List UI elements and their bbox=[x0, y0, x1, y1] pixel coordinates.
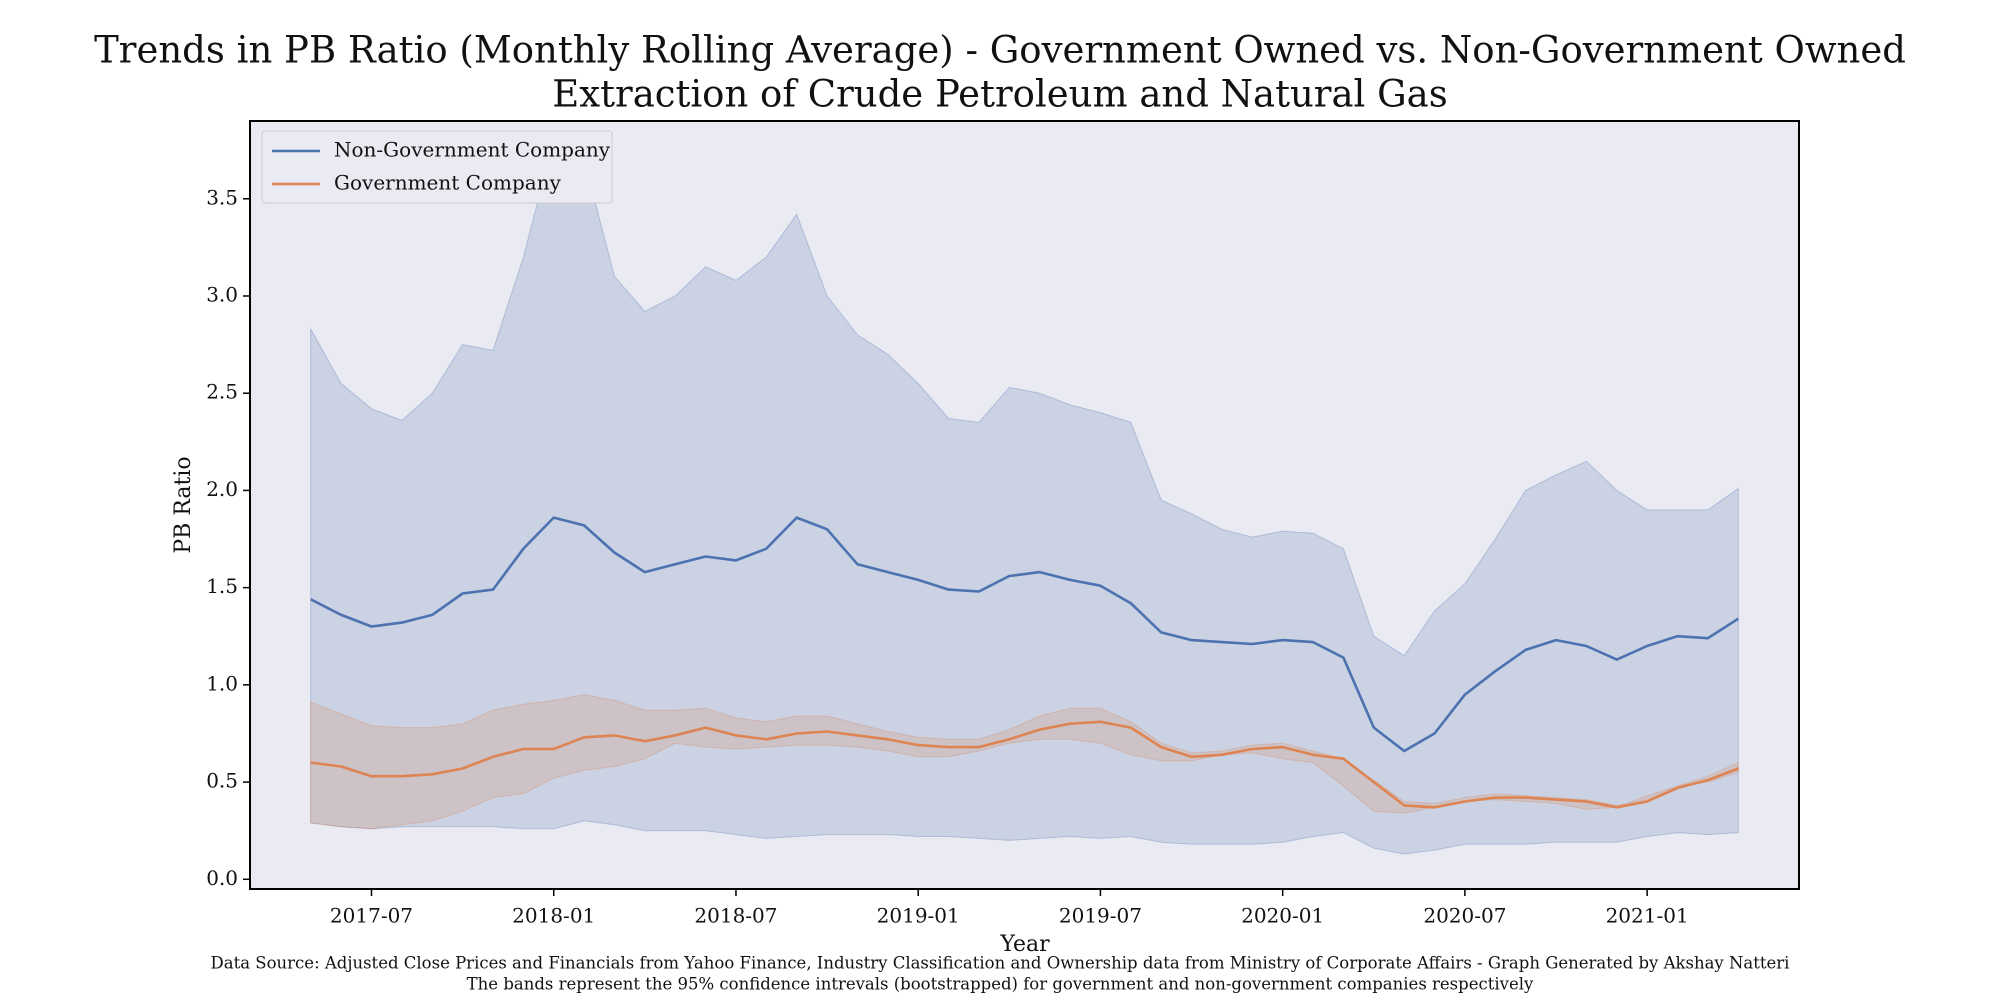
plot-area bbox=[250, 121, 1799, 889]
x-tick-label: 2019-01 bbox=[877, 904, 960, 928]
x-tick-label: 2018-01 bbox=[512, 904, 595, 928]
y-tick-label: 0.0 bbox=[206, 866, 238, 890]
chart-subtitle: Extraction of Crude Petroleum and Natura… bbox=[552, 73, 1447, 116]
marks bbox=[310, 139, 1740, 855]
confidence-band bbox=[310, 139, 1739, 855]
footnote: Data Source: Adjusted Close Prices and F… bbox=[211, 954, 1790, 973]
x-tick-label: 2020-01 bbox=[1241, 904, 1324, 928]
legend-label: Non-Government Company bbox=[334, 138, 611, 162]
y-tick-label: 2.0 bbox=[206, 477, 238, 501]
plot-frame bbox=[249, 120, 1800, 890]
confidence-band bbox=[310, 694, 1739, 830]
x-tick-label: 2021-01 bbox=[1606, 904, 1689, 928]
chart-title: Trends in PB Ratio (Monthly Rolling Aver… bbox=[94, 29, 1906, 72]
footnote: The bands represent the 95% confidence i… bbox=[467, 975, 1534, 994]
y-tick-label: 2.5 bbox=[206, 380, 238, 404]
line bbox=[310, 516, 1740, 753]
y-tick-label: 0.5 bbox=[206, 769, 238, 793]
x-axis-label: Year bbox=[999, 932, 1050, 957]
y-tick-label: 3.5 bbox=[206, 185, 238, 209]
x-tick-label: 2019-07 bbox=[1059, 904, 1142, 928]
y-tick-label: 1.5 bbox=[206, 574, 238, 598]
x-tick-label: 2018-07 bbox=[694, 904, 777, 928]
line bbox=[310, 720, 1739, 809]
x-tick-label: 2017-07 bbox=[330, 904, 413, 928]
x-tick-label: 2020-07 bbox=[1423, 904, 1506, 928]
legend-box bbox=[261, 130, 613, 204]
y-axis-label: PB Ratio bbox=[171, 456, 196, 553]
y-tick-label: 1.0 bbox=[206, 671, 238, 695]
legend-label: Government Company bbox=[334, 171, 562, 195]
y-tick-label: 3.0 bbox=[206, 282, 238, 306]
